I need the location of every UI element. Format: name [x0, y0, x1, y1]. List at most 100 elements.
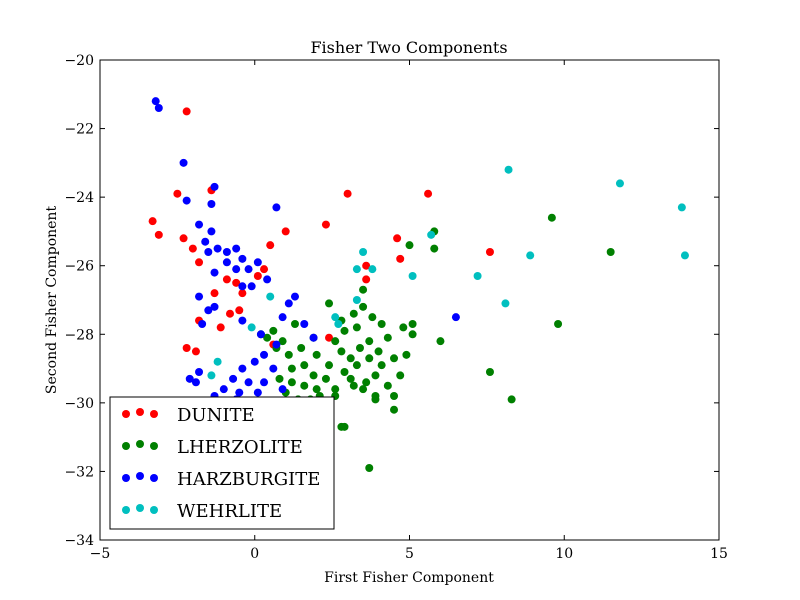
- point-dunite-0: [182, 107, 191, 116]
- x-axis-label: First Fisher Component: [324, 570, 494, 586]
- point-wehrlite-16: [247, 323, 256, 332]
- point-harzburgite-37: [229, 374, 238, 383]
- point-harzburgite-26: [198, 320, 207, 328]
- point-lherzolite-38: [321, 374, 330, 383]
- point-lherzolite-52: [355, 344, 364, 352]
- legend-marker: [150, 506, 158, 514]
- point-lherzolite-72: [371, 392, 380, 400]
- point-lherzolite-11: [402, 350, 411, 359]
- point-wehrlite-14: [334, 320, 343, 328]
- point-harzburgite-2: [179, 158, 188, 167]
- point-harzburgite-36: [238, 364, 247, 373]
- point-harzburgite-31: [290, 292, 299, 301]
- point-lherzolite-53: [365, 337, 374, 346]
- point-wehrlite-10: [368, 265, 377, 274]
- point-lherzolite-26: [365, 354, 374, 363]
- legend-marker: [136, 504, 144, 512]
- y-tick-label: −24: [64, 190, 94, 206]
- point-lherzolite-1: [606, 248, 615, 256]
- x-tick-label: 0: [250, 546, 259, 562]
- legend-marker: [150, 410, 158, 418]
- x-tick-label: 10: [555, 546, 573, 562]
- point-lherzolite-32: [390, 392, 399, 400]
- point-dunite-19: [260, 265, 269, 274]
- point-harzburgite-49: [278, 385, 287, 394]
- point-lherzolite-17: [340, 326, 349, 335]
- point-harzburgite-9: [213, 244, 222, 253]
- point-lherzolite-3: [507, 395, 516, 404]
- point-wehrlite-15: [266, 292, 275, 301]
- point-dunite-21: [281, 227, 290, 236]
- point-lherzolite-9: [408, 320, 417, 328]
- point-dunite-11: [235, 306, 244, 315]
- point-harzburgite-24: [210, 302, 219, 311]
- point-lherzolite-23: [346, 374, 355, 383]
- point-dunite-26: [393, 234, 402, 243]
- point-harzburgite-27: [238, 316, 247, 325]
- point-lherzolite-6: [430, 244, 439, 253]
- point-harzburgite-11: [222, 248, 231, 256]
- point-dunite-24: [325, 333, 334, 342]
- point-dunite-25: [343, 189, 352, 198]
- point-wehrlite-13: [331, 313, 340, 322]
- point-harzburgite-45: [244, 378, 253, 387]
- y-tick-label: −32: [64, 464, 94, 480]
- point-lherzolite-13: [365, 464, 374, 472]
- legend-label: WEHRLITE: [177, 501, 282, 522]
- point-harzburgite-32: [300, 320, 309, 328]
- point-dunite-18: [253, 272, 262, 280]
- point-dunite-1: [148, 217, 157, 226]
- legend-marker: [150, 474, 158, 482]
- point-dunite-5: [188, 244, 197, 253]
- point-dunite-6: [195, 258, 204, 267]
- point-wehrlite-12: [501, 299, 510, 308]
- legend-marker: [136, 472, 144, 480]
- point-lherzolite-57: [368, 313, 377, 322]
- point-wehrlite-17: [213, 357, 222, 366]
- point-harzburgite-3: [182, 196, 191, 205]
- y-tick-label: −20: [64, 53, 94, 69]
- point-harzburgite-53: [309, 333, 318, 342]
- legend-box: [109, 396, 335, 530]
- point-wehrlite-18: [207, 371, 216, 380]
- point-dunite-3: [173, 189, 182, 198]
- point-lherzolite-31: [396, 371, 405, 380]
- y-tick-label: −28: [64, 327, 94, 343]
- point-harzburgite-6: [195, 220, 204, 229]
- axis-ticks: −5 0 5 10 15 −34 −32 −30 −28 −26 −24 −22 −20: [64, 53, 727, 562]
- point-harzburgite-18: [263, 275, 272, 284]
- plot-area-frame: [99, 59, 720, 541]
- point-lherzolite-61: [284, 350, 293, 359]
- point-wehrlite-8: [359, 248, 368, 256]
- y-tick-label: −34: [64, 533, 94, 549]
- point-lherzolite-51: [346, 354, 355, 363]
- point-harzburgite-28: [256, 330, 265, 339]
- point-harzburgite-20: [238, 282, 247, 291]
- point-lherzolite-40: [309, 371, 318, 380]
- chart-title: Fisher Two Components: [310, 38, 507, 57]
- point-dunite-30: [424, 189, 433, 198]
- point-harzburgite-25: [204, 306, 213, 315]
- point-harzburgite-7: [207, 227, 216, 236]
- point-dunite-16: [225, 309, 234, 318]
- point-lherzolite-45: [275, 374, 284, 383]
- point-lherzolite-50: [337, 347, 346, 356]
- point-lherzolite-24: [352, 361, 361, 370]
- point-dunite-2: [154, 230, 163, 239]
- y-axis-label: Second Fisher Component: [44, 206, 60, 395]
- x-tick-label: 15: [710, 546, 728, 562]
- point-harzburgite-10: [204, 248, 213, 256]
- point-lherzolite-66: [290, 320, 299, 328]
- point-lherzolite-48: [312, 350, 321, 359]
- point-harzburgite-22: [210, 268, 219, 277]
- point-lherzolite-63: [263, 333, 272, 342]
- point-wehrlite-4: [526, 251, 535, 260]
- point-lherzolite-27: [371, 371, 380, 380]
- point-dunite-4: [179, 234, 188, 243]
- point-harzburgite-1: [154, 104, 163, 112]
- legend-marker: [136, 440, 144, 448]
- point-harzburgite-47: [260, 378, 269, 387]
- point-lherzolite-28: [377, 361, 386, 370]
- point-dunite-20: [266, 241, 275, 250]
